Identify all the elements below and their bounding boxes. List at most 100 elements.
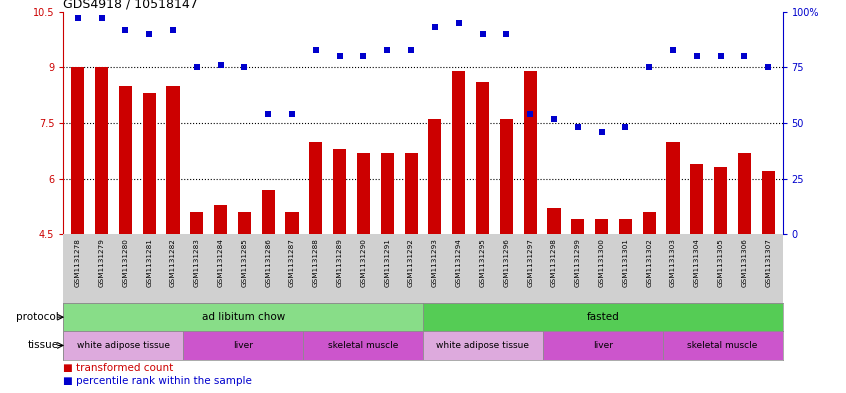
Bar (404, 152, 418, 234)
Text: GSM1131301: GSM1131301 (623, 238, 629, 286)
Bar (333, 149, 346, 234)
Bar (63, 303, 423, 331)
Point (357, 53, 371, 59)
Text: GSM1131303: GSM1131303 (670, 238, 676, 286)
Point (214, 62, 228, 68)
Point (547, 116, 561, 122)
Point (618, 124, 632, 130)
Text: tissue: tissue (28, 340, 59, 351)
Bar (476, 82, 489, 234)
Point (761, 64, 775, 70)
Bar (143, 94, 156, 234)
Text: GSM1131291: GSM1131291 (384, 238, 390, 286)
Bar (643, 212, 656, 234)
Point (571, 124, 585, 130)
Text: GDS4918 / 10518147: GDS4918 / 10518147 (63, 0, 198, 11)
Text: ad libitum chow: ad libitum chow (201, 312, 285, 322)
Bar (63, 331, 184, 360)
Point (95, 15, 108, 22)
Bar (690, 164, 703, 234)
Text: GSM1131280: GSM1131280 (123, 238, 129, 286)
Point (667, 46, 680, 53)
Bar (423, 331, 543, 360)
Text: white adipose tissue: white adipose tissue (77, 341, 170, 350)
Bar (662, 331, 783, 360)
Bar (303, 331, 423, 360)
Point (500, 31, 514, 37)
Point (475, 31, 489, 37)
Point (261, 111, 275, 117)
Point (71, 15, 85, 22)
Text: GSM1131290: GSM1131290 (360, 238, 366, 286)
Bar (357, 152, 370, 234)
Text: GSM1131306: GSM1131306 (741, 238, 748, 286)
Bar (214, 205, 228, 234)
Text: fasted: fasted (586, 312, 619, 322)
Bar (423, 303, 783, 331)
Point (190, 64, 204, 70)
Point (738, 53, 751, 59)
Text: ■ percentile rank within the sample: ■ percentile rank within the sample (63, 376, 252, 386)
Bar (618, 219, 632, 234)
Text: GSM1131305: GSM1131305 (717, 238, 723, 286)
Point (118, 26, 132, 33)
Bar (595, 219, 608, 234)
Bar (261, 190, 275, 234)
Text: skeletal muscle: skeletal muscle (328, 341, 398, 350)
Text: GSM1131288: GSM1131288 (313, 238, 319, 286)
Text: protocol: protocol (16, 312, 59, 322)
Text: GSM1131285: GSM1131285 (241, 238, 247, 286)
Bar (543, 331, 662, 360)
Bar (714, 167, 728, 234)
Bar (118, 86, 132, 234)
Point (428, 24, 442, 31)
Point (332, 53, 346, 59)
Bar (71, 67, 85, 234)
Text: GSM1131281: GSM1131281 (146, 238, 152, 286)
Text: GSM1131289: GSM1131289 (337, 238, 343, 286)
Text: GSM1131278: GSM1131278 (74, 238, 80, 286)
Text: GSM1131302: GSM1131302 (646, 238, 652, 286)
Bar (310, 141, 322, 234)
Text: liver: liver (233, 341, 253, 350)
Point (142, 31, 156, 37)
Point (238, 64, 251, 70)
Text: GSM1131283: GSM1131283 (194, 238, 200, 286)
Text: ■ transformed count: ■ transformed count (63, 363, 173, 373)
Bar (571, 219, 585, 234)
Point (524, 111, 537, 117)
Point (404, 46, 418, 53)
Bar (500, 119, 513, 234)
Text: GSM1131300: GSM1131300 (599, 238, 605, 286)
Bar (524, 71, 536, 234)
Text: GSM1131294: GSM1131294 (456, 238, 462, 286)
Point (642, 64, 656, 70)
Text: GSM1131279: GSM1131279 (98, 238, 105, 286)
Text: skeletal muscle: skeletal muscle (688, 341, 758, 350)
Bar (381, 152, 394, 234)
Text: GSM1131284: GSM1131284 (217, 238, 223, 286)
Text: GSM1131293: GSM1131293 (432, 238, 438, 286)
Bar (95, 67, 108, 234)
Bar (547, 208, 561, 234)
Bar (667, 141, 679, 234)
Bar (238, 212, 251, 234)
Text: GSM1131295: GSM1131295 (480, 238, 486, 286)
Text: GSM1131282: GSM1131282 (170, 238, 176, 286)
Point (714, 53, 728, 59)
Bar (285, 212, 299, 234)
Bar (452, 71, 465, 234)
Bar (761, 171, 775, 234)
Point (452, 20, 465, 26)
Bar (428, 119, 442, 234)
Bar (184, 331, 303, 360)
Point (285, 111, 299, 117)
Text: GSM1131297: GSM1131297 (527, 238, 533, 286)
Text: GSM1131292: GSM1131292 (408, 238, 414, 286)
Point (595, 129, 608, 135)
Text: GSM1131299: GSM1131299 (574, 238, 580, 286)
Text: GSM1131287: GSM1131287 (289, 238, 295, 286)
Point (690, 53, 704, 59)
Point (309, 46, 322, 53)
Text: white adipose tissue: white adipose tissue (437, 341, 530, 350)
